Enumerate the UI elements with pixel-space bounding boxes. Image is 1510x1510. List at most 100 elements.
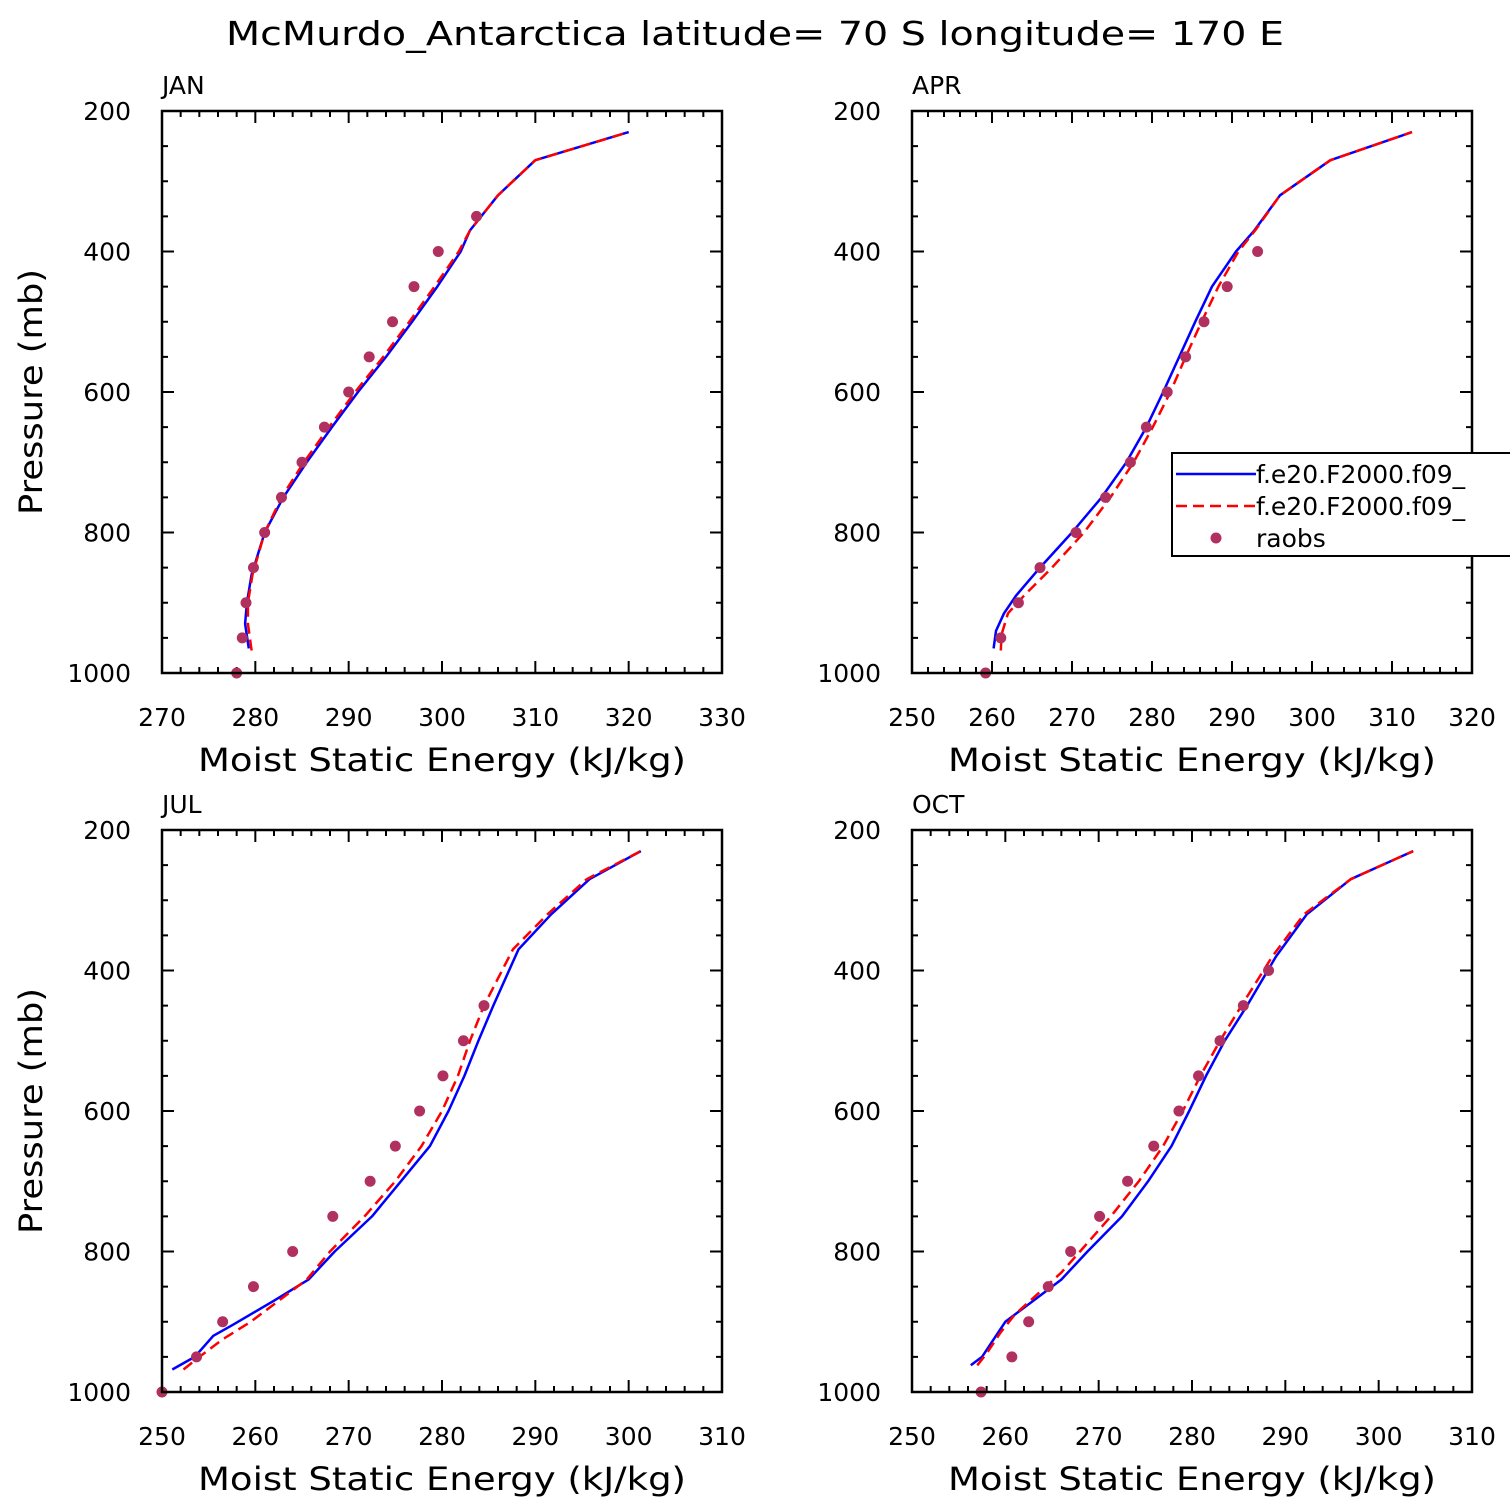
x-tick-label: 310 bbox=[511, 703, 559, 732]
y-tick-label: 400 bbox=[83, 238, 131, 267]
x-tick-label: 270 bbox=[138, 703, 186, 732]
raob-point bbox=[287, 1246, 299, 1257]
x-tick-label: 270 bbox=[325, 1422, 373, 1451]
raob-point bbox=[478, 1000, 490, 1012]
raob-point bbox=[1034, 562, 1046, 574]
x-tick-label: 300 bbox=[1355, 1422, 1403, 1451]
raob-point bbox=[1100, 491, 1112, 503]
x-tick-label: 280 bbox=[1168, 1422, 1216, 1451]
raob-point bbox=[1006, 1351, 1018, 1363]
plot-frame bbox=[160, 828, 724, 1394]
raob-point bbox=[432, 246, 444, 257]
x-tick-label: 270 bbox=[1048, 703, 1096, 732]
raob-point bbox=[343, 386, 355, 398]
y-tick-label: 800 bbox=[833, 519, 881, 548]
x-axis-label: Moist Static Energy (kJ/kg) bbox=[198, 1460, 686, 1498]
legend-label: raobs bbox=[1256, 524, 1326, 553]
legend-marker-raobs bbox=[1210, 532, 1222, 544]
y-tick-label: 800 bbox=[83, 519, 131, 548]
x-axis-label: Moist Static Energy (kJ/kg) bbox=[948, 1460, 1436, 1498]
y-tick-label: 800 bbox=[83, 1238, 131, 1267]
x-tick-label: 300 bbox=[1288, 703, 1336, 732]
y-tick-label: 200 bbox=[833, 97, 881, 126]
raob-point bbox=[1012, 597, 1024, 609]
model-line-dashed bbox=[182, 849, 642, 1371]
raob-point bbox=[1252, 246, 1264, 257]
y-tick-label: 400 bbox=[833, 957, 881, 986]
y-axis-label: Pressure (mb) bbox=[12, 269, 50, 515]
x-tick-label: 250 bbox=[888, 703, 936, 732]
x-tick-label: 290 bbox=[511, 1422, 559, 1451]
raob-point bbox=[995, 632, 1007, 644]
raob-point bbox=[363, 351, 375, 363]
plot-frame bbox=[910, 828, 1474, 1394]
y-tick-label: 1000 bbox=[67, 659, 131, 688]
panel-jan: 270 280 290 300 310 320 330 200 400 600 800 1000 JAN… bbox=[12, 71, 746, 779]
legend-label: f.e20.F2000.f09_ bbox=[1256, 460, 1466, 489]
raob-point bbox=[1140, 421, 1152, 433]
y-tick-label: 1000 bbox=[817, 659, 881, 688]
y-tick-label: 200 bbox=[83, 97, 131, 126]
x-tick-label: 310 bbox=[1448, 1422, 1496, 1451]
legend-box bbox=[1171, 452, 1510, 557]
x-tick-label: 300 bbox=[605, 1422, 653, 1451]
y-tick-label: 1000 bbox=[817, 1378, 881, 1407]
raob-point bbox=[1198, 316, 1210, 328]
plot-frame bbox=[910, 109, 1474, 675]
x-tick-label: 260 bbox=[981, 1422, 1029, 1451]
y-tick-label: 200 bbox=[83, 816, 131, 845]
raob-point bbox=[240, 597, 252, 609]
raob-point bbox=[247, 1281, 259, 1293]
legend: f.e20.F2000.f09_ f.e20.F2000.f09_raobs bbox=[1171, 452, 1510, 557]
y-tick-label: 600 bbox=[833, 1097, 881, 1126]
raob-point bbox=[236, 632, 248, 644]
x-tick-label: 250 bbox=[888, 1422, 936, 1451]
figure-title: McMurdo_Antarctica latitude= 70 S longit… bbox=[226, 14, 1284, 53]
y-tick-label: 200 bbox=[833, 816, 881, 845]
raob-point bbox=[1065, 1246, 1077, 1257]
raob-point bbox=[1042, 1281, 1054, 1293]
raob-point bbox=[1148, 1140, 1160, 1152]
x-tick-label: 260 bbox=[231, 1422, 279, 1451]
x-tick-label: 280 bbox=[1128, 703, 1176, 732]
raob-point bbox=[1193, 1070, 1205, 1082]
x-tick-label: 270 bbox=[1075, 1422, 1123, 1451]
x-tick-label: 310 bbox=[698, 1422, 746, 1451]
raob-point bbox=[1173, 1105, 1185, 1117]
raob-point bbox=[1214, 1035, 1226, 1047]
model-line-solid bbox=[243, 130, 630, 649]
panels-group: 270 280 290 300 310 320 330 200 400 600 800 1000 JAN… bbox=[12, 71, 1510, 1498]
raob-point bbox=[437, 1070, 449, 1082]
raob-point bbox=[1124, 456, 1136, 468]
raob-point bbox=[1180, 351, 1192, 363]
x-tick-label: 280 bbox=[418, 1422, 466, 1451]
x-tick-label: 300 bbox=[418, 703, 466, 732]
raob-point bbox=[387, 316, 399, 328]
y-tick-label: 600 bbox=[833, 378, 881, 407]
legend-label: f.e20.F2000.f09_ bbox=[1256, 492, 1466, 521]
raob-point bbox=[1263, 965, 1275, 976]
plot-frame bbox=[160, 109, 724, 675]
x-axis-label: Moist Static Energy (kJ/kg) bbox=[948, 741, 1436, 779]
raob-point bbox=[318, 421, 330, 433]
x-tick-label: 250 bbox=[138, 1422, 186, 1451]
model-line-dashed bbox=[976, 849, 1414, 1367]
raob-point bbox=[1237, 1000, 1249, 1012]
raob-point bbox=[1094, 1210, 1106, 1222]
x-tick-label: 290 bbox=[1261, 1422, 1309, 1451]
panel-jul: 250 260 270 280 290 300 310 200 400 600 800 1000 JUL… bbox=[12, 790, 746, 1498]
raob-point bbox=[275, 491, 287, 503]
x-tick-label: 290 bbox=[325, 703, 373, 732]
model-line-solid bbox=[171, 850, 642, 1371]
raob-point bbox=[364, 1175, 376, 1187]
model-line-solid bbox=[992, 130, 1413, 649]
x-tick-label: 320 bbox=[1448, 703, 1496, 732]
y-tick-label: 400 bbox=[833, 238, 881, 267]
raob-point bbox=[259, 527, 271, 538]
x-tick-label: 280 bbox=[231, 703, 279, 732]
y-axis-label: Pressure (mb) bbox=[12, 988, 50, 1234]
x-axis-label: Moist Static Energy (kJ/kg) bbox=[198, 741, 686, 779]
x-tick-label: 330 bbox=[698, 703, 746, 732]
model-line-solid bbox=[970, 849, 1414, 1367]
